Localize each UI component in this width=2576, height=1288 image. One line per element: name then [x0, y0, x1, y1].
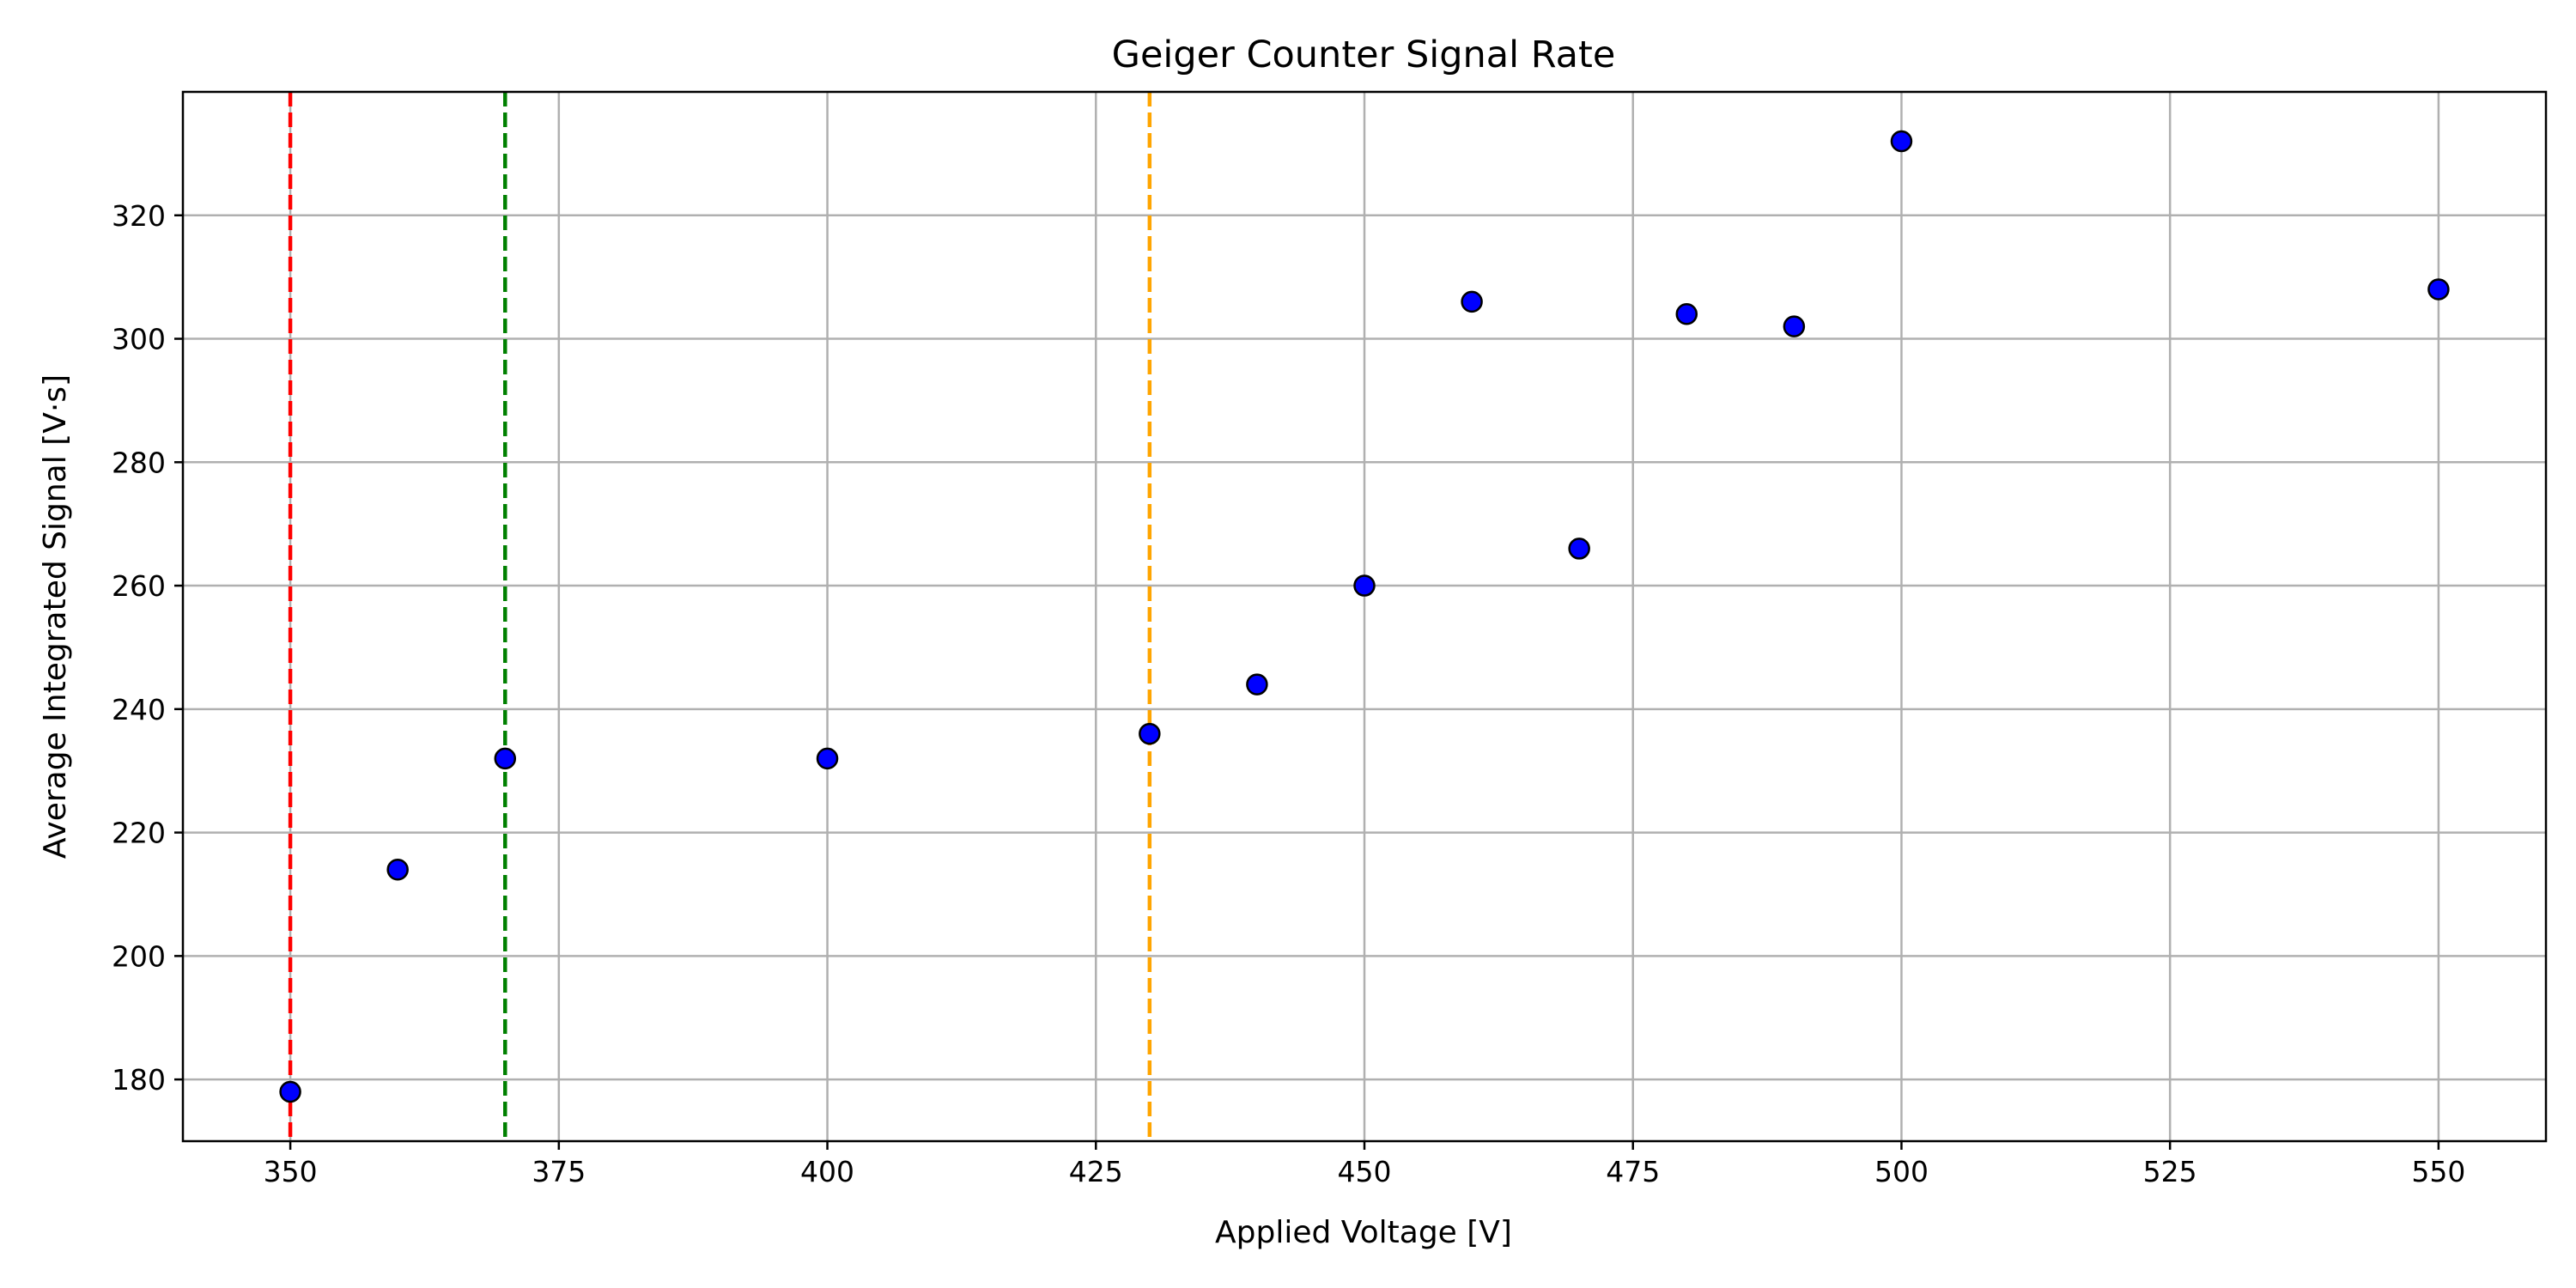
x-tick-label: 425	[1069, 1155, 1123, 1188]
y-tick-label: 280	[112, 446, 166, 479]
data-point	[494, 747, 517, 770]
data-point	[1783, 315, 1806, 337]
data-point	[1890, 130, 1913, 153]
y-tick-label: 240	[112, 693, 166, 726]
data-point	[816, 747, 839, 770]
y-tick-label: 220	[112, 817, 166, 850]
data-points	[279, 130, 2450, 1103]
reference-lines	[288, 92, 1152, 1141]
y-axis-title: Average Integrated Signal [V·s]	[38, 374, 73, 859]
x-tick-label: 450	[1338, 1155, 1392, 1188]
ticks: 350 375 400 425 450 475 500 525 550 180 200 220 240 2…	[112, 199, 2465, 1188]
data-point	[1568, 538, 1590, 560]
x-tick-label: 375	[532, 1155, 586, 1188]
x-tick-label: 550	[2411, 1155, 2465, 1188]
data-point	[279, 1080, 301, 1103]
data-point	[1675, 303, 1698, 325]
x-tick-label: 500	[1874, 1155, 1929, 1188]
data-point	[1461, 290, 1483, 313]
data-point	[2427, 278, 2450, 301]
x-tick-label: 350	[264, 1155, 318, 1188]
data-point	[1353, 574, 1376, 597]
x-tick-label: 475	[1606, 1155, 1660, 1188]
x-axis-title: Applied Voltage [V]	[1215, 1215, 1512, 1250]
y-tick-label: 200	[112, 939, 166, 973]
y-tick-label: 300	[112, 323, 166, 356]
data-point	[1139, 722, 1161, 745]
y-tick-label: 260	[112, 569, 166, 603]
chart-title: Geiger Counter Signal Rate	[1112, 33, 1616, 76]
y-tick-label: 320	[112, 199, 166, 233]
x-tick-label: 400	[800, 1155, 854, 1188]
x-tick-label: 525	[2143, 1155, 2197, 1188]
y-tick-label: 180	[112, 1063, 166, 1097]
data-point	[386, 858, 409, 881]
data-point	[1246, 673, 1268, 696]
